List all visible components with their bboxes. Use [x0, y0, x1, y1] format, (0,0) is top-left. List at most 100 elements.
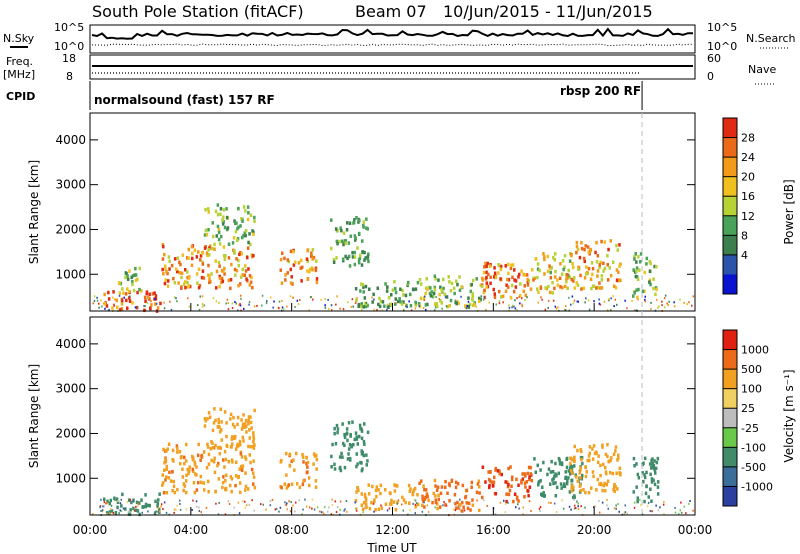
noise-cell	[297, 303, 300, 306]
range-cell	[289, 281, 293, 285]
colorbar-tick-label: 16	[741, 190, 755, 203]
range-cell	[138, 512, 141, 517]
range-cell	[656, 456, 660, 461]
range-cell	[587, 454, 591, 458]
range-cell	[230, 477, 234, 481]
range-cell	[538, 268, 541, 273]
range-cell	[471, 294, 475, 299]
range-cell	[449, 298, 453, 303]
range-cell	[506, 277, 509, 282]
range-cell	[529, 287, 533, 291]
noise-cell	[521, 297, 523, 300]
range-cell	[643, 270, 646, 275]
range-cell	[206, 417, 209, 421]
range-cell	[351, 255, 355, 259]
range-cell	[618, 243, 621, 247]
range-cell	[614, 445, 618, 449]
noise-cell	[623, 513, 626, 516]
range-cell	[107, 297, 111, 301]
range-cell	[367, 259, 370, 264]
noise-cell	[422, 307, 425, 309]
range-cell	[164, 457, 167, 461]
noise-cell	[129, 498, 132, 501]
noise-cell	[284, 503, 287, 506]
range-cell	[346, 438, 349, 443]
range-cell	[589, 249, 592, 253]
x-axis-label: Time UT	[366, 541, 417, 554]
noise-cell	[350, 305, 353, 308]
range-cell	[305, 461, 308, 466]
range-cell	[386, 285, 389, 289]
range-cell	[540, 493, 544, 497]
noise-cell	[499, 501, 502, 504]
range-cell	[331, 442, 334, 447]
range-cell	[112, 290, 115, 294]
range-cell	[655, 265, 658, 269]
range-cell	[444, 485, 447, 489]
range-cell	[573, 444, 576, 449]
range-cell	[425, 277, 428, 281]
range-cell	[239, 224, 242, 228]
range-cell	[221, 485, 224, 490]
range-cell	[591, 470, 595, 474]
range-cell	[241, 267, 244, 272]
range-cell	[579, 488, 583, 493]
range-cell	[583, 276, 587, 280]
range-cell	[371, 300, 374, 304]
range-cell	[484, 261, 487, 266]
range-cell	[526, 277, 529, 282]
range-cell	[594, 250, 597, 255]
range-cell	[169, 479, 173, 483]
range-cell	[366, 227, 369, 231]
range-cell	[648, 269, 652, 273]
range-cell	[611, 471, 615, 476]
range-cell	[354, 498, 358, 503]
range-cell	[241, 466, 244, 471]
range-cell	[301, 455, 305, 459]
noise-cell	[526, 296, 528, 299]
range-cell	[192, 481, 196, 485]
range-cell	[362, 439, 366, 444]
range-cell	[217, 260, 221, 265]
noise-cell	[386, 303, 389, 306]
noise-cell	[517, 503, 519, 506]
range-cell	[279, 268, 282, 272]
range-cell	[649, 472, 652, 477]
range-cell	[505, 499, 508, 504]
noise-cell	[234, 301, 236, 304]
range-cell	[241, 425, 245, 429]
range-cell	[301, 453, 304, 457]
range-cell	[609, 273, 613, 278]
range-cell	[546, 254, 550, 259]
range-cell	[230, 437, 234, 441]
range-cell	[619, 262, 622, 266]
range-cell	[179, 461, 182, 466]
range-cell	[252, 475, 256, 479]
range-cell	[335, 239, 339, 244]
range-cell	[496, 469, 500, 473]
range-cell	[203, 488, 206, 492]
range-cell	[547, 467, 551, 471]
noise-cell	[528, 500, 531, 503]
colorbar-segment	[723, 215, 737, 236]
range-cell	[652, 286, 655, 291]
range-cell	[434, 302, 437, 306]
range-cell	[234, 447, 238, 451]
range-cell	[172, 276, 175, 281]
noise-cell	[165, 511, 168, 514]
range-cell	[633, 257, 636, 261]
range-cell	[330, 454, 333, 459]
noise-cell	[610, 309, 612, 311]
range-cell	[118, 291, 122, 295]
noise-cell	[444, 296, 447, 299]
range-cell	[119, 281, 123, 286]
noise-cell	[433, 295, 435, 298]
range-cell	[568, 275, 571, 279]
noise-cell	[355, 297, 358, 300]
noise-cell	[160, 503, 163, 506]
noise-cell	[355, 301, 357, 304]
noise-cell	[175, 508, 177, 511]
range-cell	[615, 268, 619, 272]
noise-cell	[253, 509, 255, 512]
range-cell	[651, 462, 654, 466]
